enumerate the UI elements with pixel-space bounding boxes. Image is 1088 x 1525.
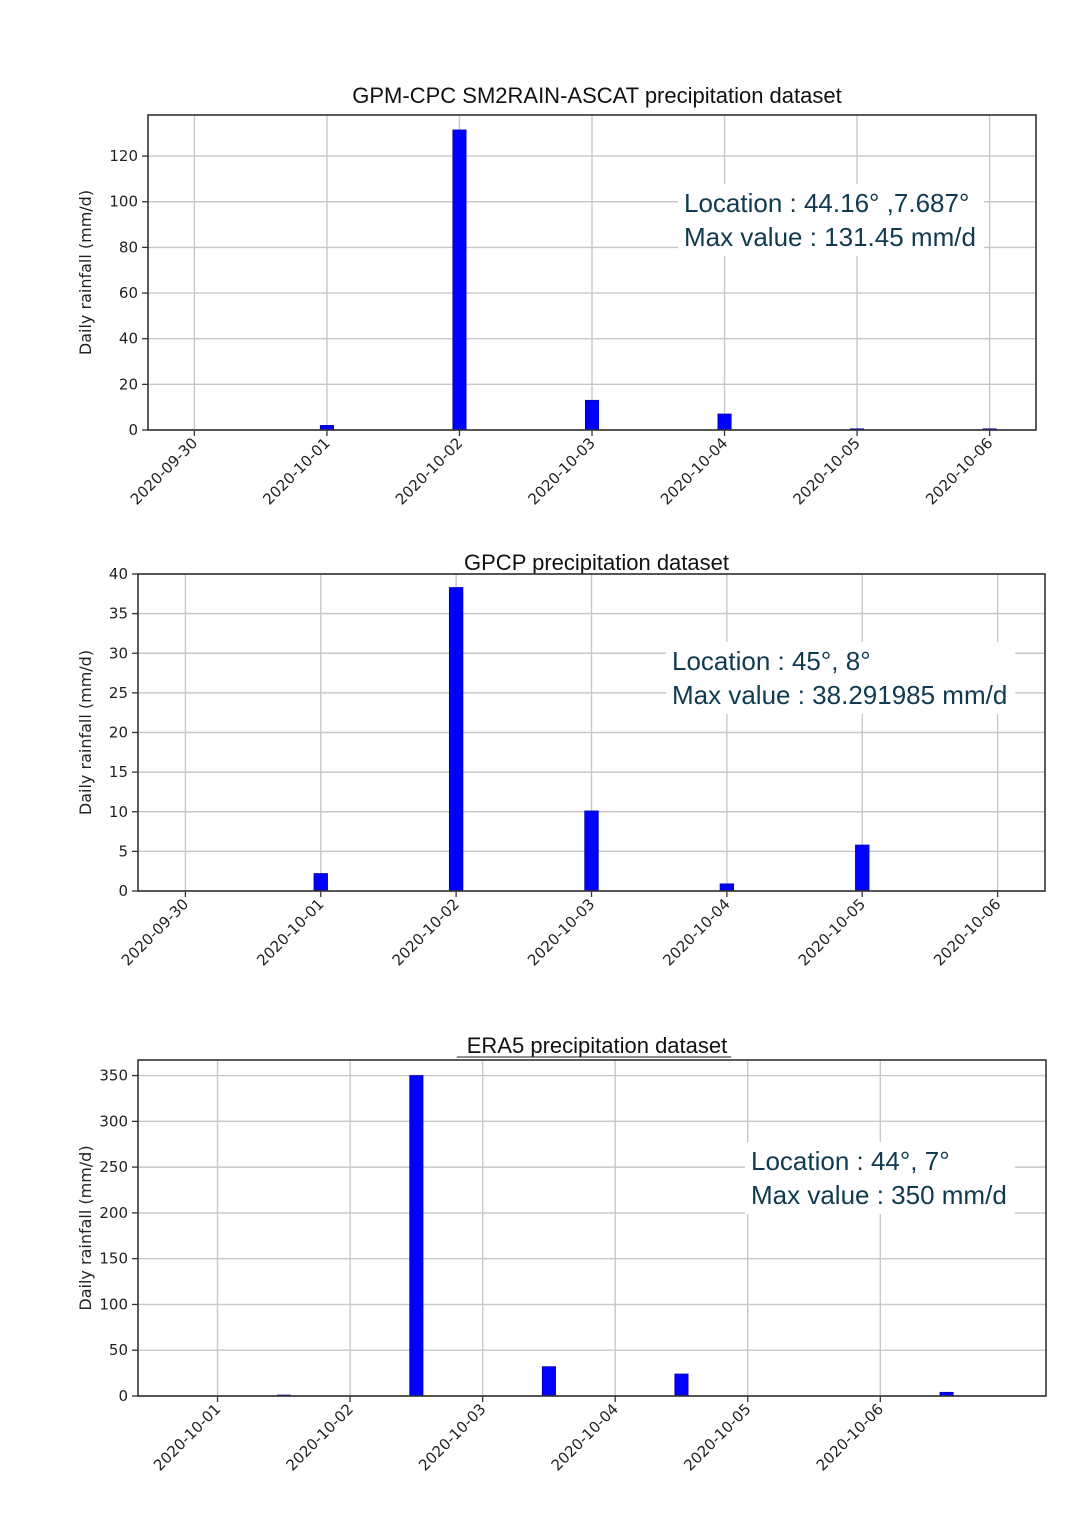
y-tick-label: 120 bbox=[109, 147, 138, 165]
chart-panel-3: ERA5 precipitation dataset 2020-10-01 2020… bbox=[76, 1033, 1047, 1474]
x-tick-label: 2020-10-06 bbox=[813, 1400, 887, 1474]
y-tick-label: 10 bbox=[109, 803, 128, 821]
bar bbox=[409, 1075, 424, 1397]
x-tick-label: 2020-10-03 bbox=[524, 895, 598, 969]
y-tick-label: 20 bbox=[109, 724, 128, 742]
x-tick-label: 2020-10-02 bbox=[389, 895, 463, 969]
bar bbox=[452, 129, 467, 431]
annotation-box bbox=[678, 184, 984, 256]
annotation-location: Location : 44°, 7° bbox=[751, 1146, 950, 1176]
plot-frame bbox=[137, 573, 1046, 892]
y-tick-label: 0 bbox=[118, 1387, 128, 1405]
annotation-max-value: Max value : 350 mm/d bbox=[751, 1180, 1007, 1210]
chart-panel-1: GPM-CPC SM2RAIN-ASCAT precipitation data… bbox=[76, 83, 1037, 508]
annotation-box bbox=[745, 1142, 1015, 1214]
y-tick-label: 40 bbox=[119, 330, 138, 348]
y-tick-label: 100 bbox=[109, 193, 138, 211]
annotation-max-value: Max value : 131.45 mm/d bbox=[684, 222, 976, 252]
x-tick-label: 2020-10-02 bbox=[392, 434, 466, 508]
y-tick-label: 150 bbox=[99, 1250, 128, 1268]
y-tick-label: 25 bbox=[109, 684, 128, 702]
y-tick-label: 30 bbox=[109, 644, 128, 662]
plot-frame bbox=[147, 114, 1037, 431]
x-tick-label: 2020-10-05 bbox=[790, 434, 864, 508]
y-tick-label: 60 bbox=[119, 284, 138, 302]
x-tick-label: 2020-10-03 bbox=[415, 1400, 489, 1474]
x-tick-label: 2020-10-04 bbox=[548, 1400, 622, 1474]
y-tick-label: 250 bbox=[99, 1158, 128, 1176]
annotation-location: Location : 45°, 8° bbox=[672, 646, 871, 676]
bar bbox=[717, 413, 732, 431]
x-tick-label: 2020-10-04 bbox=[659, 895, 733, 969]
y-tick-label: 200 bbox=[99, 1204, 128, 1222]
y-tick-label: 80 bbox=[119, 238, 138, 256]
bar bbox=[584, 810, 599, 892]
chart-title: ERA5 precipitation dataset bbox=[467, 1033, 728, 1058]
y-tick-label: 50 bbox=[109, 1341, 128, 1359]
x-tick-label: 2020-10-06 bbox=[930, 895, 1004, 969]
x-tick-label: 2020-09-30 bbox=[127, 434, 201, 508]
x-tick-label: 2020-10-05 bbox=[680, 1400, 754, 1474]
y-tick-label: 40 bbox=[109, 565, 128, 583]
y-tick-label: 300 bbox=[99, 1112, 128, 1130]
y-axis-label: Daily rainfall (mm/d) bbox=[76, 190, 95, 355]
annotation-location: Location : 44.16° ,7.687° bbox=[684, 188, 969, 218]
bar bbox=[448, 587, 464, 892]
y-tick-label: 5 bbox=[118, 842, 128, 860]
bar bbox=[584, 399, 600, 431]
bar bbox=[719, 883, 735, 892]
y-tick-label: 15 bbox=[109, 763, 128, 781]
x-tick-label: 2020-09-30 bbox=[118, 895, 192, 969]
y-tick-label: 100 bbox=[99, 1295, 128, 1313]
y-axis-label: Daily rainfall (mm/d) bbox=[76, 650, 95, 815]
annotation-box bbox=[666, 642, 1016, 714]
x-tick-label: 2020-10-05 bbox=[795, 895, 869, 969]
y-tick-label: 35 bbox=[109, 605, 128, 623]
chart-title: GPCP precipitation dataset bbox=[464, 550, 729, 575]
plot-frame bbox=[137, 1059, 1047, 1397]
x-tick-label: 2020-10-06 bbox=[922, 434, 996, 508]
y-tick-label: 20 bbox=[119, 375, 138, 393]
y-tick-label: 350 bbox=[99, 1067, 128, 1085]
x-tick-label: 2020-10-01 bbox=[259, 434, 333, 508]
y-axis-label: Daily rainfall (mm/d) bbox=[76, 1145, 95, 1310]
y-tick-label: 0 bbox=[118, 882, 128, 900]
bar bbox=[541, 1366, 556, 1397]
chart-title: GPM-CPC SM2RAIN-ASCAT precipitation data… bbox=[352, 83, 841, 108]
x-tick-label: 2020-10-02 bbox=[283, 1400, 357, 1474]
x-tick-label: 2020-10-04 bbox=[657, 434, 731, 508]
bar bbox=[313, 873, 328, 892]
bar bbox=[674, 1373, 689, 1397]
y-tick-label: 0 bbox=[128, 421, 138, 439]
x-tick-label: 2020-10-01 bbox=[253, 895, 327, 969]
annotation-max-value: Max value : 38.291985 mm/d bbox=[672, 680, 1007, 710]
x-tick-label: 2020-10-03 bbox=[524, 434, 598, 508]
x-tick-label: 2020-10-01 bbox=[150, 1400, 224, 1474]
bar bbox=[855, 844, 870, 892]
